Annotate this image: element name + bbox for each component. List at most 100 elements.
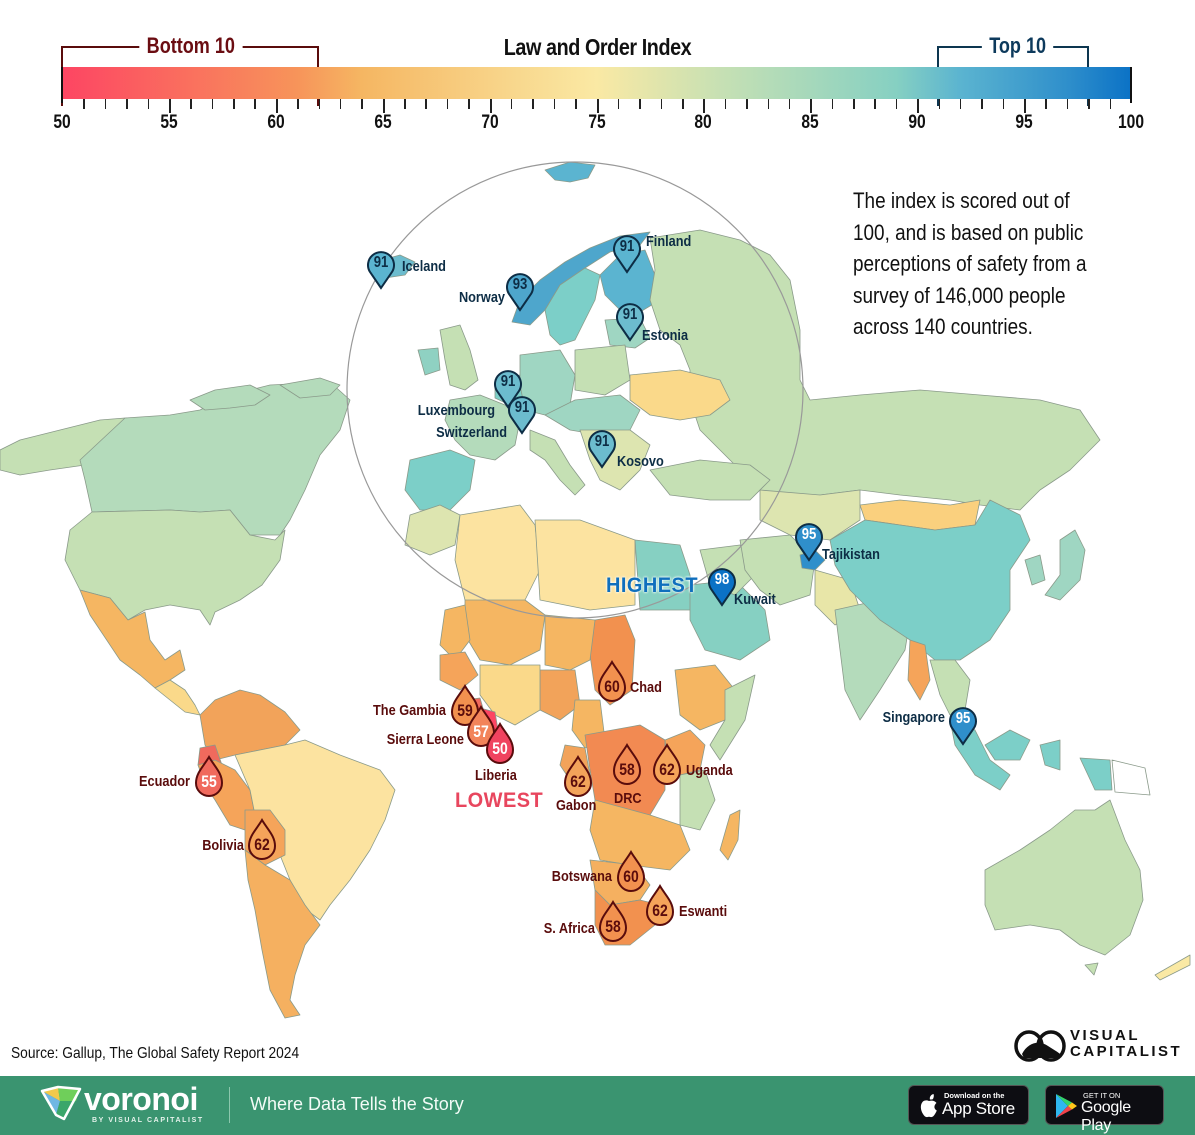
scale-tick — [510, 99, 513, 109]
scale-start-line — [61, 67, 63, 103]
voronoi-logo[interactable]: voronoi BY VISUAL CAPITALIST — [40, 1081, 210, 1129]
label-gambia: The Gambia — [373, 702, 446, 719]
drop-gabon[interactable]: 62 — [562, 755, 594, 799]
region-poland — [574, 344, 631, 396]
region-east-africa — [679, 769, 716, 831]
droplet-icon — [612, 743, 642, 785]
region-sweden — [544, 267, 601, 346]
region-png — [1111, 759, 1151, 796]
map-pin-icon — [494, 370, 522, 409]
tick-label: 70 — [480, 112, 499, 133]
scale-tick — [831, 99, 834, 109]
drop-uganda[interactable]: 62 — [651, 743, 683, 787]
label-gabon: Gabon — [556, 797, 597, 814]
drop-sierra-leone[interactable]: 57 — [465, 705, 497, 749]
map-pin-icon — [613, 235, 641, 274]
visual-capitalist-logo[interactable]: VISUAL CAPITALIST — [1014, 1024, 1189, 1066]
pin-kosovo[interactable]: 91 — [587, 427, 617, 469]
pin-singapore[interactable]: 95 — [948, 704, 978, 746]
scale-tick — [617, 99, 620, 109]
droplet-icon — [616, 850, 646, 892]
label-kuwait: Kuwait — [734, 591, 776, 608]
footer-bar: voronoi BY VISUAL CAPITALIST Where Data … — [0, 1076, 1195, 1135]
drop-bolivia[interactable]: 62 — [246, 818, 278, 862]
label-tajikistan: Tajikistan — [822, 546, 880, 563]
scale-tick — [446, 99, 449, 109]
label-luxembourg: Luxembourg — [417, 402, 495, 419]
scale-tick — [1088, 99, 1090, 109]
scale-tick — [1045, 99, 1047, 109]
region-madagascar — [719, 809, 741, 861]
label-eswatini: Eswanti — [679, 903, 728, 920]
tick-label: 60 — [267, 112, 285, 133]
droplet-icon — [645, 884, 675, 926]
region-italy — [529, 429, 586, 496]
region-algeria — [454, 504, 541, 611]
pin-norway[interactable]: 93 — [505, 270, 535, 312]
map-pin-icon — [506, 273, 534, 312]
methodology-note: The index is scored out of 100, and is b… — [853, 188, 1087, 339]
region-new-zealand — [1154, 954, 1191, 981]
tick-label: 75 — [587, 112, 606, 133]
scale-tick — [981, 99, 983, 109]
pin-iceland[interactable]: 91 — [366, 248, 396, 290]
scale-tick — [1109, 99, 1112, 109]
pin-luxembourg[interactable]: 91 — [493, 367, 523, 409]
pin-tajikistan[interactable]: 95 — [794, 520, 824, 562]
label-liberia: Liberia — [475, 767, 517, 784]
region-indonesia — [949, 719, 1113, 791]
label-drc: DRC — [614, 790, 642, 807]
drop-liberia[interactable]: 50 — [484, 722, 516, 766]
region-tasmania — [1084, 962, 1099, 976]
scale-tick — [596, 99, 599, 113]
scale-tick — [639, 99, 641, 109]
tick-label: 95 — [1015, 112, 1033, 133]
app-store-big-text: App Store — [942, 1099, 1015, 1118]
region-france — [444, 394, 521, 461]
scale-tick — [1002, 99, 1005, 109]
voronoi-mark-icon — [40, 1085, 82, 1121]
label-ecuador: Ecuador — [138, 773, 190, 790]
region-svalbard — [544, 161, 596, 183]
app-store-button[interactable]: Download on the App Store — [908, 1085, 1029, 1125]
droplet-icon — [466, 705, 496, 747]
drop-ecuador[interactable]: 55 — [193, 755, 225, 799]
scale-tick — [746, 99, 748, 109]
scale-tick — [190, 99, 192, 109]
pin-estonia[interactable]: 91 — [615, 300, 645, 342]
map-pin-icon — [367, 251, 395, 290]
region-niger — [544, 614, 596, 671]
scale-tick — [126, 99, 128, 109]
scale-tick — [1024, 99, 1027, 113]
pin-kuwait[interactable]: 98 — [707, 565, 737, 607]
label-iceland: Iceland — [402, 258, 446, 275]
droplet-icon — [194, 755, 224, 797]
scale-tick — [233, 99, 235, 109]
drop-gambia[interactable]: 59 — [449, 684, 481, 728]
top-10-label: Top 10 — [981, 33, 1054, 59]
scale-tick — [404, 99, 406, 109]
region-myanmar — [907, 639, 931, 701]
region-central-asia — [759, 489, 861, 541]
vc-word-1: VISUAL — [1070, 1027, 1141, 1044]
label-botswana: Botswana — [551, 868, 612, 885]
map-pin-icon — [508, 396, 536, 435]
footer-divider — [229, 1087, 230, 1123]
drop-chad[interactable]: 60 — [596, 660, 628, 704]
label-south-africa: S. Africa — [543, 920, 595, 937]
pin-finland[interactable]: 91 — [612, 232, 642, 274]
region-uk — [439, 324, 479, 391]
drop-botswana[interactable]: 60 — [615, 850, 647, 894]
drop-eswatini[interactable]: 62 — [644, 884, 676, 928]
label-switzerland: Switzerland — [436, 424, 507, 441]
google-play-button[interactable]: GET IT ON Google Play — [1045, 1085, 1164, 1134]
drop-south-africa[interactable]: 58 — [597, 900, 629, 944]
google-play-small-text: GET IT ON — [1083, 1091, 1121, 1100]
map-pin-icon — [588, 430, 616, 469]
drop-drc[interactable]: 58 — [611, 743, 643, 787]
droplet-icon — [485, 722, 515, 764]
map-pin-icon — [616, 303, 644, 342]
scale-tick — [468, 99, 470, 109]
color-scale-bar — [62, 67, 1131, 99]
pin-switzerland[interactable]: 91 — [507, 393, 537, 435]
